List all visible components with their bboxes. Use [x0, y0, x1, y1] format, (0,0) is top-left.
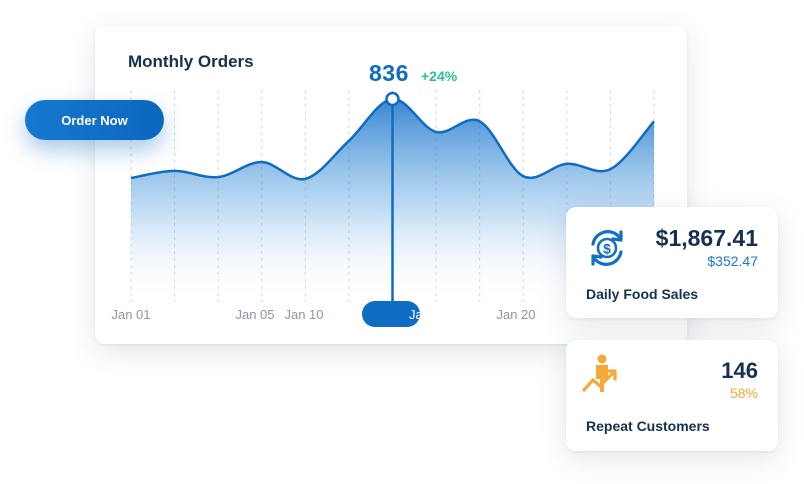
- repeat-customers-card: 146 58% Repeat Customers: [566, 340, 778, 451]
- x-tick-label: Jan 05: [235, 307, 274, 322]
- dollar-refresh-icon: $: [591, 230, 623, 266]
- highlight-value: 836: [369, 60, 409, 86]
- x-tick-label: Jan 01: [111, 307, 150, 322]
- customers-value: 146: [721, 358, 758, 383]
- customers-sub-value: 58%: [729, 385, 758, 401]
- svg-text:$: $: [603, 241, 611, 257]
- x-tick-labels: Jan 01 Jan 05 Jan 10 Jan 20: [111, 307, 535, 322]
- x-tick-label: Jan 10: [284, 307, 323, 322]
- highlight-change: +24%: [421, 68, 458, 84]
- order-now-button[interactable]: Order Now: [25, 100, 164, 140]
- sales-sub-value: $352.47: [707, 253, 758, 269]
- highlight-date-label: Jan 15: [409, 307, 448, 322]
- customers-label: Repeat Customers: [586, 418, 710, 434]
- chart-title: Monthly Orders: [128, 52, 254, 71]
- person-growth-icon: [582, 354, 617, 392]
- highlight-date-pill[interactable]: [362, 301, 420, 327]
- sales-label: Daily Food Sales: [586, 286, 699, 302]
- x-tick-label: Jan 20: [496, 307, 535, 322]
- highlight-marker-dot[interactable]: [385, 91, 400, 107]
- daily-food-sales-card: $ $1,867.41 $352.47 Daily Food Sales: [566, 207, 778, 318]
- sales-value: $1,867.41: [655, 225, 758, 251]
